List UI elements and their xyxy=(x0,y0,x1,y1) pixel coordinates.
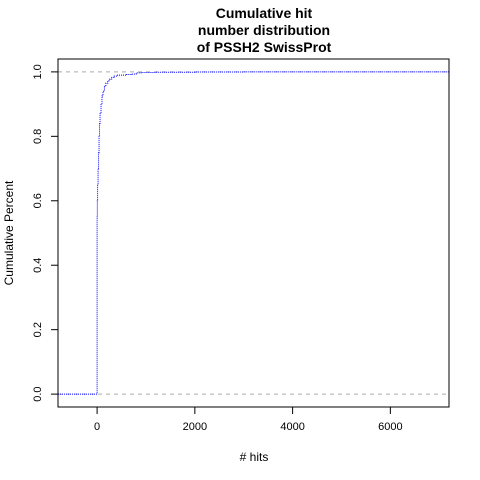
reference-lines xyxy=(58,71,449,395)
chart-title-line-2: number distribution xyxy=(198,22,330,38)
x-tick-label-3: 6000 xyxy=(378,421,402,433)
plot-frame xyxy=(57,58,450,408)
x-tick-label-0: 0 xyxy=(94,421,100,433)
chart-title-line-3: of PSSH2 SwissProt xyxy=(197,39,332,55)
x-tick-label-2: 4000 xyxy=(280,421,304,433)
chart-title: Cumulative hit number distribution of PS… xyxy=(197,5,332,55)
y-axis-label: Cumulative Percent xyxy=(2,180,16,285)
y-tick-label-4: 0.8 xyxy=(32,129,44,144)
series-line-0 xyxy=(58,71,449,395)
y-tick-label-0: 0.0 xyxy=(32,386,44,401)
chart-title-line-1: Cumulative hit xyxy=(216,5,313,21)
x-axis-label: # hits xyxy=(240,450,269,464)
x-axis: 0 2000 4000 6000 xyxy=(94,406,403,433)
y-tick-label-2: 0.4 xyxy=(32,258,44,273)
y-tick-label-1: 0.2 xyxy=(32,322,44,337)
y-tick-label-3: 0.6 xyxy=(32,193,44,208)
x-tick-label-1: 2000 xyxy=(183,421,207,433)
y-axis: 0.0 0.2 0.4 0.6 0.8 1.0 xyxy=(32,64,59,402)
y-tick-label-5: 1.0 xyxy=(32,64,44,79)
series-layer xyxy=(58,71,449,395)
